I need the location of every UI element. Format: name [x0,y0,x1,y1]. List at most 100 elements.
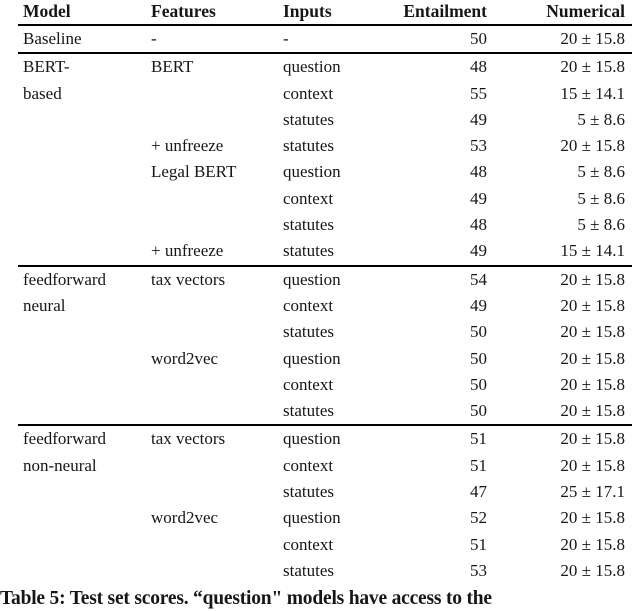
features-cell: word2vec [151,348,219,368]
table-row: Baseline - - 50 20 ± 15.8 [18,25,632,53]
inputs-cell: statutes [283,241,334,261]
entailment-cell: 49 [470,188,487,208]
features-cell: + unfreeze [151,241,224,261]
entailment-cell: 54 [380,264,487,293]
col-header-model: Model [18,0,151,26]
numerical-cell: 20 ± 15.8 [560,534,625,554]
features-cell [151,186,283,212]
table-body: Baseline - -50 20 ± 15.8 BERT-based BERT quest… [18,25,632,585]
table-row: BERT-based BERT question 48 20 ± 15.8 [18,52,632,266]
table-row: + unfreeze statutes 49 15 ± 14.1 [18,238,632,265]
inputs-cell: context [283,455,334,475]
inputs-cell: statutes [283,560,334,580]
inputs-cell: context [283,534,334,554]
inputs-cell: question [283,52,380,81]
entailment-cell: 50 [470,322,487,342]
entailment-cell: 53 [470,560,487,580]
features-cell [151,453,283,479]
features-cell [151,372,283,398]
model-cell: Baseline [18,25,151,53]
inputs-cell: question [283,162,341,182]
inputs-cell: - [283,29,289,48]
col-header-inputs: Inputs [283,0,380,26]
results-table: Model Features Inputs Entailment Numeric… [18,0,632,585]
numerical-cell: 5 ± 8.6 [577,109,625,129]
entailment-cell: 51 [470,455,487,475]
entailment-cell: 51 [470,534,487,554]
inputs-cell: statutes [283,136,334,156]
header-row: Model Features Inputs Entailment Numeric… [18,0,632,26]
numerical-cell: 5 ± 8.6 [577,162,625,182]
entailment-cell: 48 [470,215,487,235]
entailment-cell: 53 [470,136,487,156]
table-caption: Table 5: Test set scores. “question" mod… [0,588,492,610]
entailment-cell: 51 [380,424,487,453]
entailment-cell: 55 [470,83,487,103]
model-cell: feedforward neural [18,264,151,426]
entailment-cell: 50 [470,348,487,368]
features-cell [151,319,283,345]
features-cell: BERT [151,52,283,81]
model-name-line: BERT- [23,57,70,77]
inputs-cell: statutes [283,322,334,342]
inputs-cell: context [283,295,334,315]
entailment-cell: 49 [470,109,487,129]
table-row: statutes 48 5 ± 8.6 [18,212,632,238]
features-cell [151,293,283,319]
features-cell [151,558,283,584]
numerical-cell: 20 ± 15.8 [560,374,625,394]
entailment-cell: 47 [470,482,487,502]
numerical-cell: 20 ± 15.8 [487,264,632,293]
numerical-cell: 5 ± 8.6 [577,215,625,235]
inputs-cell: statutes [283,482,334,502]
inputs-cell: context [283,374,334,394]
entailment-cell: 50 [470,401,487,421]
model-name-line: feedforward [23,269,107,289]
table-row: Legal BERT question 48 5 ± 8.6 [18,159,632,185]
entailment-cell: 49 [470,295,487,315]
features-cell [151,107,283,133]
table-row: context 49 5 ± 8.6 [18,186,632,212]
features-cell: word2vec [151,508,219,528]
features-cell: tax vectors [151,264,283,293]
inputs-cell: context [283,188,334,208]
features-cell: tax vectors [151,424,283,453]
table-row: word2vec question 52 20 ± 15.8 [18,505,632,531]
features-cell [151,212,283,238]
inputs-cell: statutes [283,401,334,421]
numerical-cell: 15 ± 14.1 [560,83,625,103]
entailment-cell: 50 [470,374,487,394]
model-name-line: non-neural [23,455,97,475]
features-cell: + unfreeze [151,136,224,156]
model-name-line: feedforward [23,429,107,449]
col-header-numerical: Numerical [487,0,632,26]
numerical-cell: 20 ± 15.8 [560,455,625,475]
table-row: statutes 50 20 ± 15.8 [18,319,632,345]
entailment-cell: 48 [380,52,487,81]
model-name-line: Baseline [23,29,82,48]
model-name-line: based [23,83,62,103]
table-row: context 51 20 ± 15.8 [18,453,632,479]
features-cell: Legal BERT [151,162,237,182]
inputs-cell: question [283,264,380,293]
features-cell [151,81,283,107]
features-cell [151,532,283,558]
table-row: statutes 53 20 ± 15.8 [18,558,632,584]
numerical-cell: 20 ± 15.8 [560,136,625,156]
numerical-cell: 20 ± 15.8 [560,508,625,528]
table-row: statutes 47 25 ± 17.1 [18,479,632,505]
features-cell [151,398,283,425]
model-cell: BERT-based [18,52,151,266]
table-row: context 49 20 ± 15.8 [18,293,632,319]
entailment-cell: 52 [470,508,487,528]
inputs-cell: question [283,424,380,453]
inputs-cell: question [283,508,341,528]
table-row: context 51 20 ± 15.8 [18,532,632,558]
table-row: context 55 15 ± 14.1 [18,81,632,107]
numerical-cell: 25 ± 17.1 [560,482,625,502]
col-header-entailment: Entailment [380,0,487,26]
inputs-cell: statutes [283,109,334,129]
table-row: statutes 50 20 ± 15.8 [18,398,632,425]
numerical-cell: 20 ± 15.8 [560,295,625,315]
